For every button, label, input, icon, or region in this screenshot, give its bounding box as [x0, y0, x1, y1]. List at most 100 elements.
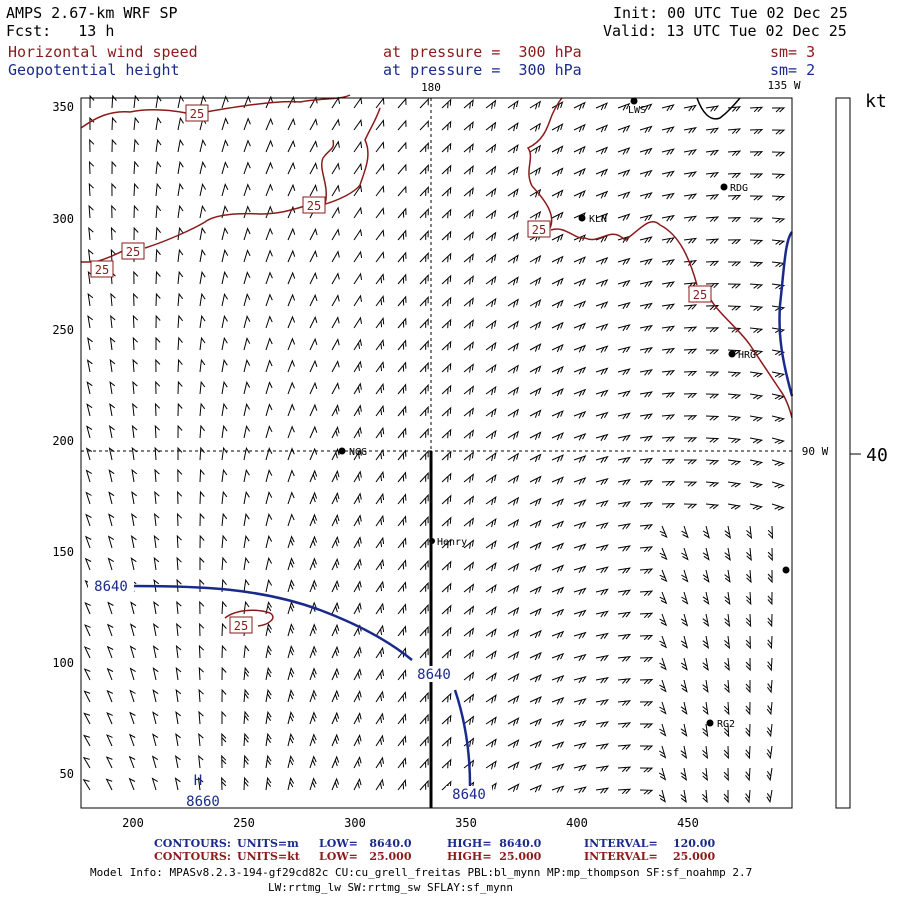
wind-barb — [199, 556, 205, 570]
wind-barb — [265, 205, 273, 219]
wind-barb — [617, 655, 632, 662]
wind-barb — [177, 490, 183, 505]
wind-barb — [507, 695, 520, 704]
wind-barb — [221, 270, 229, 285]
wind-barb — [684, 459, 698, 465]
wind-barb — [529, 299, 542, 308]
wind-barb — [177, 314, 183, 329]
wind-barb — [287, 469, 295, 483]
wind-barb — [529, 387, 542, 396]
wind-barb — [287, 403, 295, 417]
wind-barb — [683, 171, 697, 178]
wind-barb — [265, 161, 274, 175]
wind-barb — [463, 539, 474, 549]
wind-barb — [287, 491, 295, 505]
wind-barb — [419, 120, 429, 131]
wind-barb — [419, 252, 429, 263]
wind-barb — [767, 657, 773, 672]
wind-barb — [243, 337, 251, 351]
wind-barb — [265, 556, 273, 571]
wind-barb — [595, 190, 609, 199]
wind-barb — [419, 493, 429, 505]
wind-barb — [617, 169, 631, 177]
wind-barb — [287, 579, 295, 593]
wind-barb — [766, 745, 773, 760]
wind-barb — [507, 386, 520, 396]
legend-wind-units: UNITS=kt — [237, 850, 300, 863]
wind-barb — [617, 589, 632, 596]
wind-barb — [177, 446, 183, 460]
wind-barb — [551, 520, 565, 529]
wind-barb — [771, 437, 785, 445]
wind-barb — [485, 738, 497, 748]
wind-barb — [551, 321, 564, 331]
wind-barb — [727, 194, 742, 201]
wind-barb — [397, 339, 407, 351]
wind-barb — [595, 477, 609, 486]
wind-barb — [353, 624, 362, 637]
wind-barb — [617, 412, 631, 420]
wind-barb — [89, 138, 95, 153]
valid-time: Valid: 13 UTC Tue 02 Dec 25 — [603, 22, 847, 40]
wind-barb — [551, 454, 564, 463]
wind-barb — [419, 625, 429, 637]
legend-wind-interval: INTERVAL= 25.000 — [584, 850, 716, 863]
wind-barb — [485, 363, 497, 374]
wind-barb — [419, 405, 429, 417]
wind-barb — [727, 217, 742, 223]
wind-barb — [463, 275, 474, 285]
wind-barb — [198, 666, 204, 681]
wind-barb — [595, 168, 609, 177]
wind-barb — [287, 535, 295, 549]
wind-barb — [771, 327, 786, 334]
wind-barb — [309, 579, 317, 593]
wind-barb — [128, 755, 136, 769]
wind-barb — [133, 160, 139, 175]
wind-barb — [419, 449, 429, 461]
wind-barb — [724, 591, 731, 606]
wind-barb — [724, 635, 731, 650]
wind-barb — [397, 185, 407, 197]
wind-barb — [485, 672, 497, 682]
wind-barb — [441, 208, 452, 219]
wind-barb — [573, 477, 587, 485]
wind-barb — [353, 756, 362, 769]
wind-barb — [152, 623, 159, 637]
wind-barb — [331, 557, 340, 571]
station-label: RG2 — [717, 719, 735, 730]
wind-barb — [331, 272, 340, 285]
wind-barb — [331, 733, 340, 747]
wind-barb — [397, 251, 407, 263]
wind-barb — [419, 779, 429, 791]
wind-barb — [617, 124, 631, 133]
wind-barb — [705, 305, 720, 311]
wind-barb — [485, 407, 497, 418]
wind-barb — [771, 195, 786, 201]
wind-barb — [441, 406, 452, 417]
wind-barb — [265, 117, 274, 131]
wind-barb — [265, 227, 273, 241]
wind-barb — [749, 128, 764, 135]
wind-barb — [287, 249, 296, 263]
wind-barb — [309, 184, 318, 197]
lon-180-label: 180 — [421, 81, 441, 94]
wind-barb — [573, 256, 586, 265]
wind-barb — [659, 613, 668, 627]
wind-barb — [745, 635, 751, 650]
wind-barb — [353, 294, 362, 307]
wind-barb — [221, 292, 229, 307]
wind-barb — [529, 541, 542, 551]
wind-barb — [243, 424, 251, 439]
wind-barb — [287, 447, 295, 461]
wind-barb — [529, 629, 542, 639]
station-dot — [429, 538, 435, 544]
wind-barb — [109, 381, 116, 395]
wind-barb — [111, 138, 117, 153]
wind-barb — [529, 519, 542, 528]
wind-barb — [507, 320, 519, 330]
wind-barb — [551, 365, 564, 375]
wind-barb — [199, 600, 205, 615]
wind-barb — [82, 778, 91, 791]
wind-barb — [507, 761, 520, 770]
wind-barb — [353, 272, 362, 285]
